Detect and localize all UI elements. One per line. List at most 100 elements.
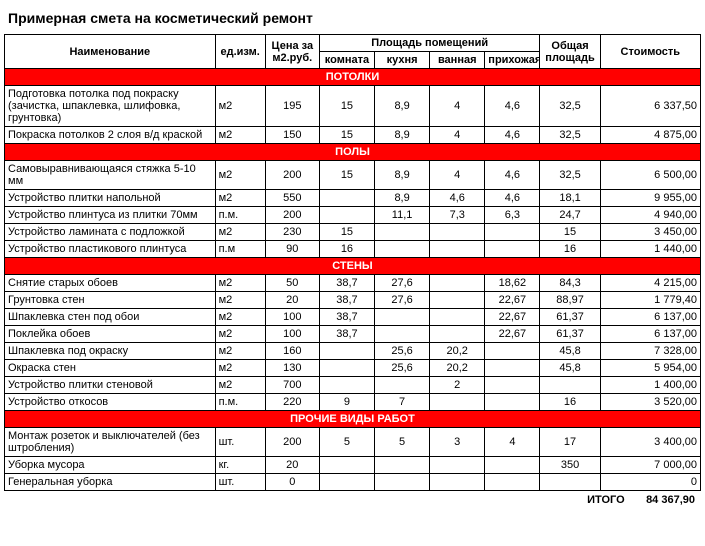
table-row: Генеральная уборкашт.00: [5, 474, 701, 491]
cell-room: [319, 207, 374, 224]
cell-hall: [485, 241, 540, 258]
cell-room: 38,7: [319, 275, 374, 292]
cell-total-area: 16: [540, 394, 600, 411]
cell-name: Окраска стен: [5, 360, 216, 377]
cell-unit: п.м.: [215, 207, 265, 224]
cell-hall: [485, 457, 540, 474]
cell-price: 20: [265, 457, 319, 474]
cell-bath: 7,3: [430, 207, 485, 224]
cell-name: Грунтовка стен: [5, 292, 216, 309]
cell-kitchen: 25,6: [375, 360, 430, 377]
cell-hall: 4,6: [485, 190, 540, 207]
cell-bath: 4,6: [430, 190, 485, 207]
cell-cost: 6 137,00: [600, 309, 700, 326]
cell-bath: 3: [430, 428, 485, 457]
cell-hall: 22,67: [485, 292, 540, 309]
table-row: Устройство ламината с подложкойм22301515…: [5, 224, 701, 241]
cell-hall: 18,62: [485, 275, 540, 292]
cell-name: Устройство плитки стеновой: [5, 377, 216, 394]
cell-hall: [485, 343, 540, 360]
table-row: Шпаклевка стен под обоим210038,722,6761,…: [5, 309, 701, 326]
cell-name: Самовыравнивающаяся стяжка 5-10 мм: [5, 161, 216, 190]
cell-total-area: 84,3: [540, 275, 600, 292]
cell-unit: п.м.: [215, 394, 265, 411]
cell-room: 15: [319, 127, 374, 144]
cell-bath: [430, 474, 485, 491]
table-row: Покраска потолков 2 слоя в/д краскойм215…: [5, 127, 701, 144]
cell-unit: м2: [215, 309, 265, 326]
cell-unit: м2: [215, 292, 265, 309]
cell-cost: 7 000,00: [600, 457, 700, 474]
cell-room: [319, 377, 374, 394]
table-row: Снятие старых обоевм25038,727,618,6284,3…: [5, 275, 701, 292]
cell-hall: 6,3: [485, 207, 540, 224]
cell-name: Шпаклевка под окраску: [5, 343, 216, 360]
cell-bath: 20,2: [430, 360, 485, 377]
cell-cost: 1 440,00: [600, 241, 700, 258]
cell-kitchen: [375, 326, 430, 343]
cell-kitchen: [375, 224, 430, 241]
cell-unit: м2: [215, 190, 265, 207]
section-title: СТЕНЫ: [5, 258, 701, 275]
table-row: Грунтовка стенм22038,727,622,6788,971 77…: [5, 292, 701, 309]
cell-unit: м2: [215, 343, 265, 360]
cell-unit: шт.: [215, 428, 265, 457]
cell-bath: 4: [430, 86, 485, 127]
cell-cost: 4 875,00: [600, 127, 700, 144]
cell-unit: м2: [215, 86, 265, 127]
cell-cost: 1 779,40: [600, 292, 700, 309]
cell-kitchen: [375, 474, 430, 491]
cell-cost: 6 137,00: [600, 326, 700, 343]
cell-unit: м2: [215, 326, 265, 343]
cell-hall: 22,67: [485, 309, 540, 326]
cell-total-area: [540, 377, 600, 394]
cell-hall: [485, 394, 540, 411]
section-header: ПОТОЛКИ: [5, 69, 701, 86]
cell-total-area: 24,7: [540, 207, 600, 224]
cell-name: Монтаж розеток и выключателей (без штроб…: [5, 428, 216, 457]
cell-price: 160: [265, 343, 319, 360]
cell-bath: 2: [430, 377, 485, 394]
cell-bath: [430, 241, 485, 258]
table-row: Подготовка потолка под покраску (зачистк…: [5, 86, 701, 127]
cell-room: 15: [319, 86, 374, 127]
cell-cost: 5 954,00: [600, 360, 700, 377]
cell-price: 100: [265, 309, 319, 326]
cell-cost: 4 215,00: [600, 275, 700, 292]
cell-hall: 22,67: [485, 326, 540, 343]
cell-cost: 1 400,00: [600, 377, 700, 394]
cell-name: Устройство откосов: [5, 394, 216, 411]
cell-kitchen: 8,9: [375, 86, 430, 127]
cell-total-area: 88,97: [540, 292, 600, 309]
table-row: Поклейка обоевм210038,722,6761,376 137,0…: [5, 326, 701, 343]
section-header: ПОЛЫ: [5, 144, 701, 161]
cell-unit: шт.: [215, 474, 265, 491]
cell-bath: [430, 326, 485, 343]
section-title: ПОЛЫ: [5, 144, 701, 161]
table-row: Шпаклевка под окраскум216025,620,245,87 …: [5, 343, 701, 360]
header-total-area: Общая площадь: [540, 35, 600, 69]
cell-bath: [430, 224, 485, 241]
header-hall: прихожая: [485, 52, 540, 69]
cell-room: 9: [319, 394, 374, 411]
cell-kitchen: [375, 241, 430, 258]
cell-total-area: 45,8: [540, 343, 600, 360]
cell-total-area: 350: [540, 457, 600, 474]
cell-price: 550: [265, 190, 319, 207]
section-title: ПРОЧИЕ ВИДЫ РАБОТ: [5, 411, 701, 428]
table-row: Устройство пластикового плинтусап.м90161…: [5, 241, 701, 258]
cell-name: Устройство плинтуса из плитки 70мм: [5, 207, 216, 224]
cell-room: [319, 457, 374, 474]
cell-total-area: 61,37: [540, 326, 600, 343]
table-row: Уборка мусоракг.203507 000,00: [5, 457, 701, 474]
cell-total-area: [540, 474, 600, 491]
cell-hall: 4,6: [485, 86, 540, 127]
table-row: Устройство плинтуса из плитки 70ммп.м.20…: [5, 207, 701, 224]
table-header: Наименование ед.изм. Цена за м2.руб. Пло…: [5, 35, 701, 69]
cell-cost: 9 955,00: [600, 190, 700, 207]
cell-kitchen: [375, 309, 430, 326]
cell-cost: 6 500,00: [600, 161, 700, 190]
section-header: СТЕНЫ: [5, 258, 701, 275]
cell-cost: 6 337,50: [600, 86, 700, 127]
table-row: Устройство плитки напольнойм25508,94,64,…: [5, 190, 701, 207]
